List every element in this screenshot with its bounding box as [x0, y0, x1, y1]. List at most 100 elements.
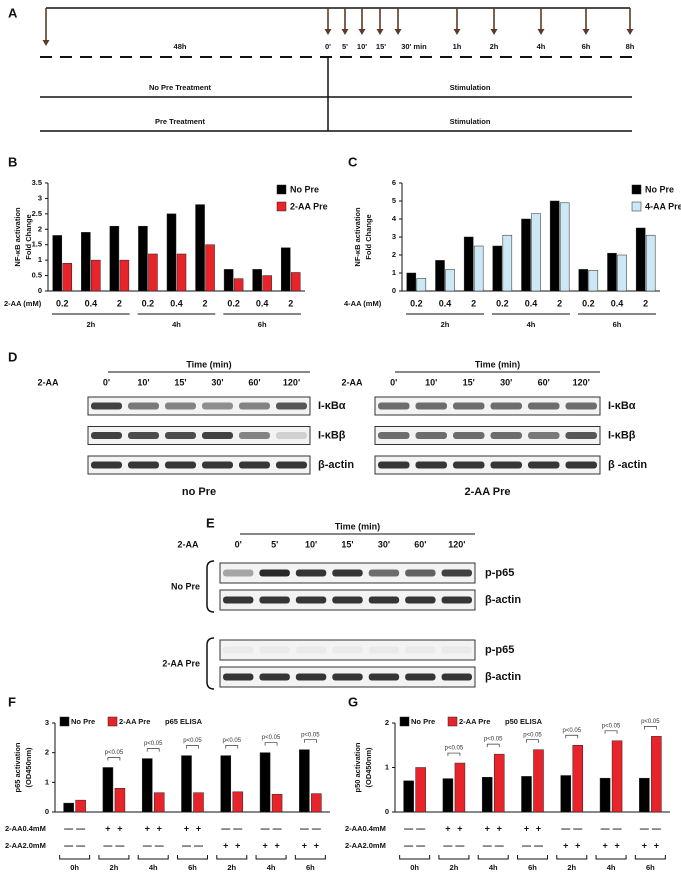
bar [406, 272, 417, 292]
sig-bracket [186, 745, 199, 749]
sign: — [182, 840, 191, 850]
band [91, 402, 122, 410]
band [368, 673, 400, 681]
group-bracket [137, 855, 169, 860]
legend-swatch [107, 716, 118, 727]
lane-label: 30' [211, 377, 223, 387]
panel-label: C [348, 154, 358, 169]
sign: + [457, 823, 462, 833]
x-tick-label: 2 [643, 298, 648, 308]
phase-label: No Pre Treatment [149, 83, 212, 92]
lane-label: 5' [271, 539, 278, 549]
legend-swatch [59, 716, 70, 727]
x-tick-label: 4h [607, 863, 616, 872]
bar [560, 775, 572, 813]
group-label: 6h [258, 320, 267, 329]
sig-bracket [644, 726, 657, 730]
band [490, 461, 522, 469]
annotation: p<0.05 [262, 735, 281, 741]
lane-label: 60' [414, 539, 426, 549]
bar [645, 234, 656, 292]
band [128, 402, 159, 410]
bar [205, 244, 215, 292]
lane-label: 60' [248, 377, 260, 387]
band [565, 402, 597, 410]
legend-swatch [631, 184, 642, 195]
sign: + [262, 840, 267, 850]
band [295, 569, 327, 577]
band [528, 432, 560, 439]
sign: — [561, 823, 570, 833]
band [259, 673, 290, 681]
x-tick-label: 2 [288, 298, 293, 308]
band [405, 569, 436, 577]
y-tick-label: 0 [392, 286, 396, 295]
sig-bracket [304, 739, 317, 743]
sign: + [654, 840, 659, 850]
legend-label: No Pre [411, 717, 435, 726]
band [295, 646, 327, 654]
lane-label: 60' [538, 377, 550, 387]
bar [233, 278, 244, 292]
sign: — [534, 840, 543, 850]
sign: + [157, 823, 162, 833]
annotation: p<0.05 [301, 732, 320, 738]
time-label: Time (min) [186, 359, 231, 369]
x-tick-label: 0.2 [142, 298, 155, 308]
sign: + [302, 840, 307, 850]
sign: + [524, 823, 529, 833]
lane-label: 120' [283, 377, 300, 387]
group-bracket [177, 855, 208, 860]
sign: — [483, 840, 492, 850]
bar [290, 272, 301, 292]
x-tick-label: 2 [557, 298, 562, 308]
sign: — [601, 823, 610, 833]
band [415, 461, 447, 469]
x-tick-label: 2 [117, 298, 122, 308]
group-bracket [399, 855, 431, 860]
x-tick-label: 2h [110, 863, 119, 872]
bar [639, 777, 650, 813]
band [565, 432, 597, 439]
y-tick-label: 1 [385, 762, 389, 771]
x-tick-label: 2 [471, 298, 476, 308]
arrow-head [490, 29, 498, 35]
band [223, 646, 254, 654]
x-tick-label: 0.2 [410, 298, 423, 308]
blot-box [374, 426, 601, 445]
band [441, 673, 472, 681]
panel-label: G [348, 694, 358, 709]
arrow-head [324, 29, 332, 35]
sign: — [495, 840, 504, 850]
group-bracket [206, 637, 215, 690]
row-label: 2-AA0.4mM [5, 824, 46, 833]
band-label: β-actin [485, 594, 521, 606]
time-label: 30' min [401, 42, 427, 51]
bar [559, 202, 570, 292]
arrow-head [42, 40, 50, 46]
panel-label: B [8, 154, 17, 169]
annotation: p<0.05 [144, 741, 163, 747]
sig-bracket [264, 742, 278, 746]
x-tick-label: 0.2 [582, 298, 595, 308]
blot-caption: no Pre [182, 486, 216, 498]
sign: + [642, 840, 647, 850]
y-tick-label: 1 [392, 268, 396, 277]
band [368, 569, 400, 577]
legend-label: No Pre [645, 184, 674, 194]
bar [473, 245, 484, 292]
sign: — [443, 840, 452, 850]
bar [521, 776, 532, 813]
x-tick-label: 0h [410, 863, 419, 872]
bar [176, 253, 187, 292]
band [378, 432, 410, 439]
time-label: 15' [376, 42, 386, 51]
time-label: 2h [490, 42, 499, 51]
sign: + [235, 840, 240, 850]
sign: — [103, 840, 112, 850]
sign: — [194, 840, 203, 850]
sign: + [536, 823, 541, 833]
y-tick-label: 2.5 [32, 209, 42, 218]
sign: + [223, 840, 228, 850]
sign: — [115, 840, 124, 850]
